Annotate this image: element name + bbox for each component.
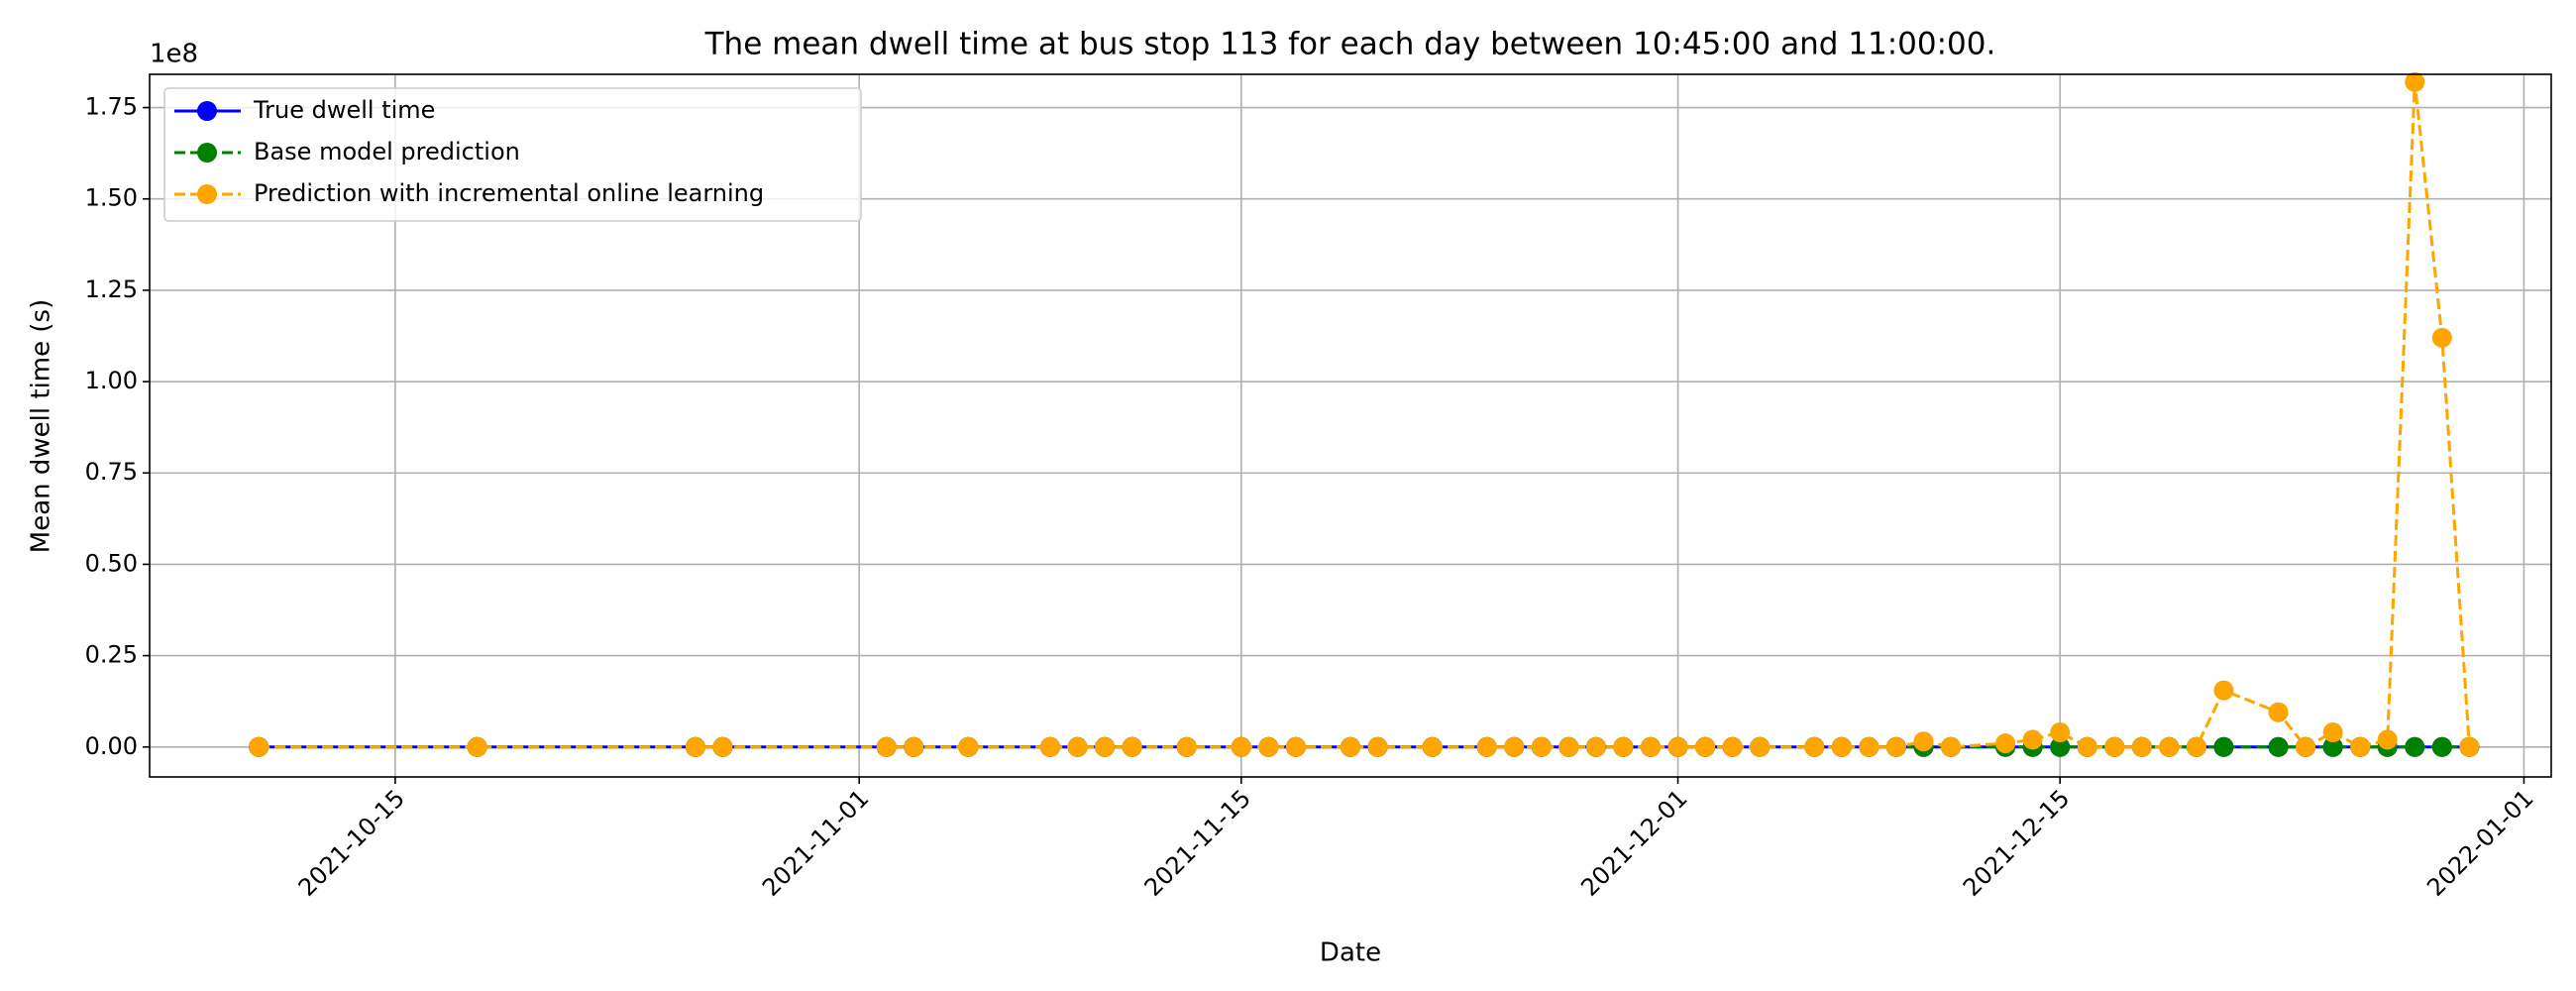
legend-label: Prediction with incremental online learn…	[254, 179, 764, 207]
x-tick-label: 2021-12-01	[1575, 784, 1692, 901]
data-point	[1558, 736, 1579, 757]
data-point	[2431, 736, 2452, 757]
data-point	[2431, 327, 2452, 348]
data-point	[1859, 736, 1879, 757]
data-point	[1285, 736, 1306, 757]
data-point	[1885, 736, 1906, 757]
data-point	[2322, 722, 2343, 743]
data-point	[1367, 736, 1388, 757]
data-point	[2296, 736, 2316, 757]
y-tick-label: 1.50	[85, 184, 138, 212]
y-tick-label: 1.25	[85, 275, 138, 303]
legend-marker	[197, 143, 217, 163]
legend-label: Base model prediction	[254, 138, 520, 165]
data-point	[2213, 736, 2234, 757]
x-tick-label: 2022-01-01	[2421, 784, 2538, 901]
data-point	[2405, 736, 2425, 757]
data-point	[1231, 736, 1251, 757]
data-point	[2159, 736, 2180, 757]
x-tick-label: 2021-11-01	[757, 784, 874, 901]
data-point	[2077, 736, 2097, 757]
legend-marker	[197, 101, 217, 121]
data-point	[2104, 736, 2125, 757]
data-point	[876, 736, 897, 757]
y-tick-label: 0.00	[85, 732, 138, 760]
data-point	[685, 736, 705, 757]
data-point	[1585, 736, 1606, 757]
data-point	[2131, 736, 2152, 757]
data-point	[1750, 736, 1771, 757]
data-point	[1095, 736, 1116, 757]
legend-label: True dwell time	[253, 96, 435, 124]
data-point	[2268, 702, 2289, 722]
data-point	[2268, 736, 2289, 757]
data-point	[249, 736, 269, 757]
data-point	[1695, 736, 1716, 757]
data-point	[1176, 736, 1197, 757]
data-point	[2050, 736, 2071, 757]
data-point	[1804, 736, 1825, 757]
data-point	[1067, 736, 1088, 757]
data-point	[2350, 736, 2371, 757]
y-offset-label: 1e8	[150, 40, 198, 69]
data-point	[2377, 729, 2398, 750]
plot-frame	[149, 73, 2552, 778]
legend-marker	[197, 184, 217, 204]
y-tick-label: 0.75	[85, 458, 138, 486]
data-point	[1722, 736, 1743, 757]
y-tick-label: 1.75	[85, 93, 138, 121]
data-point	[2022, 729, 2043, 750]
y-tick-label: 1.00	[85, 367, 138, 394]
data-point	[1422, 736, 1443, 757]
data-point	[1531, 736, 1552, 757]
x-tick-label: 2021-12-15	[1958, 784, 2075, 901]
data-point	[1667, 736, 1688, 757]
data-point	[2405, 71, 2425, 92]
data-point	[1641, 736, 1661, 757]
data-point	[958, 736, 979, 757]
data-point	[712, 736, 733, 757]
data-point	[1504, 736, 1525, 757]
data-point	[2186, 736, 2206, 757]
chart-title: The mean dwell time at bus stop 113 for …	[704, 27, 1996, 62]
data-point	[1258, 736, 1279, 757]
data-point	[1341, 736, 1360, 757]
data-point	[1613, 736, 1634, 757]
data-point	[1831, 736, 1852, 757]
data-point	[467, 736, 487, 757]
legend-box	[163, 87, 862, 222]
data-point	[1913, 731, 1934, 752]
data-point	[2050, 722, 2071, 743]
y-tick-label: 0.25	[85, 641, 138, 669]
x-tick-label: 2021-10-15	[293, 784, 410, 901]
data-point	[904, 736, 924, 757]
x-tick-label: 2021-11-15	[1139, 784, 1256, 901]
y-axis-label: Mean dwell time (s)	[27, 299, 56, 553]
data-point	[2322, 736, 2343, 757]
series-line	[259, 81, 2471, 749]
y-tick-label: 0.50	[85, 549, 138, 577]
data-point	[1941, 736, 1961, 757]
data-point	[1995, 733, 2016, 754]
data-point	[1476, 736, 1497, 757]
data-point	[2213, 680, 2234, 701]
data-point	[1122, 736, 1142, 757]
data-point	[1040, 736, 1060, 757]
x-axis-label: Date	[1320, 938, 1381, 968]
data-point	[2459, 736, 2480, 757]
